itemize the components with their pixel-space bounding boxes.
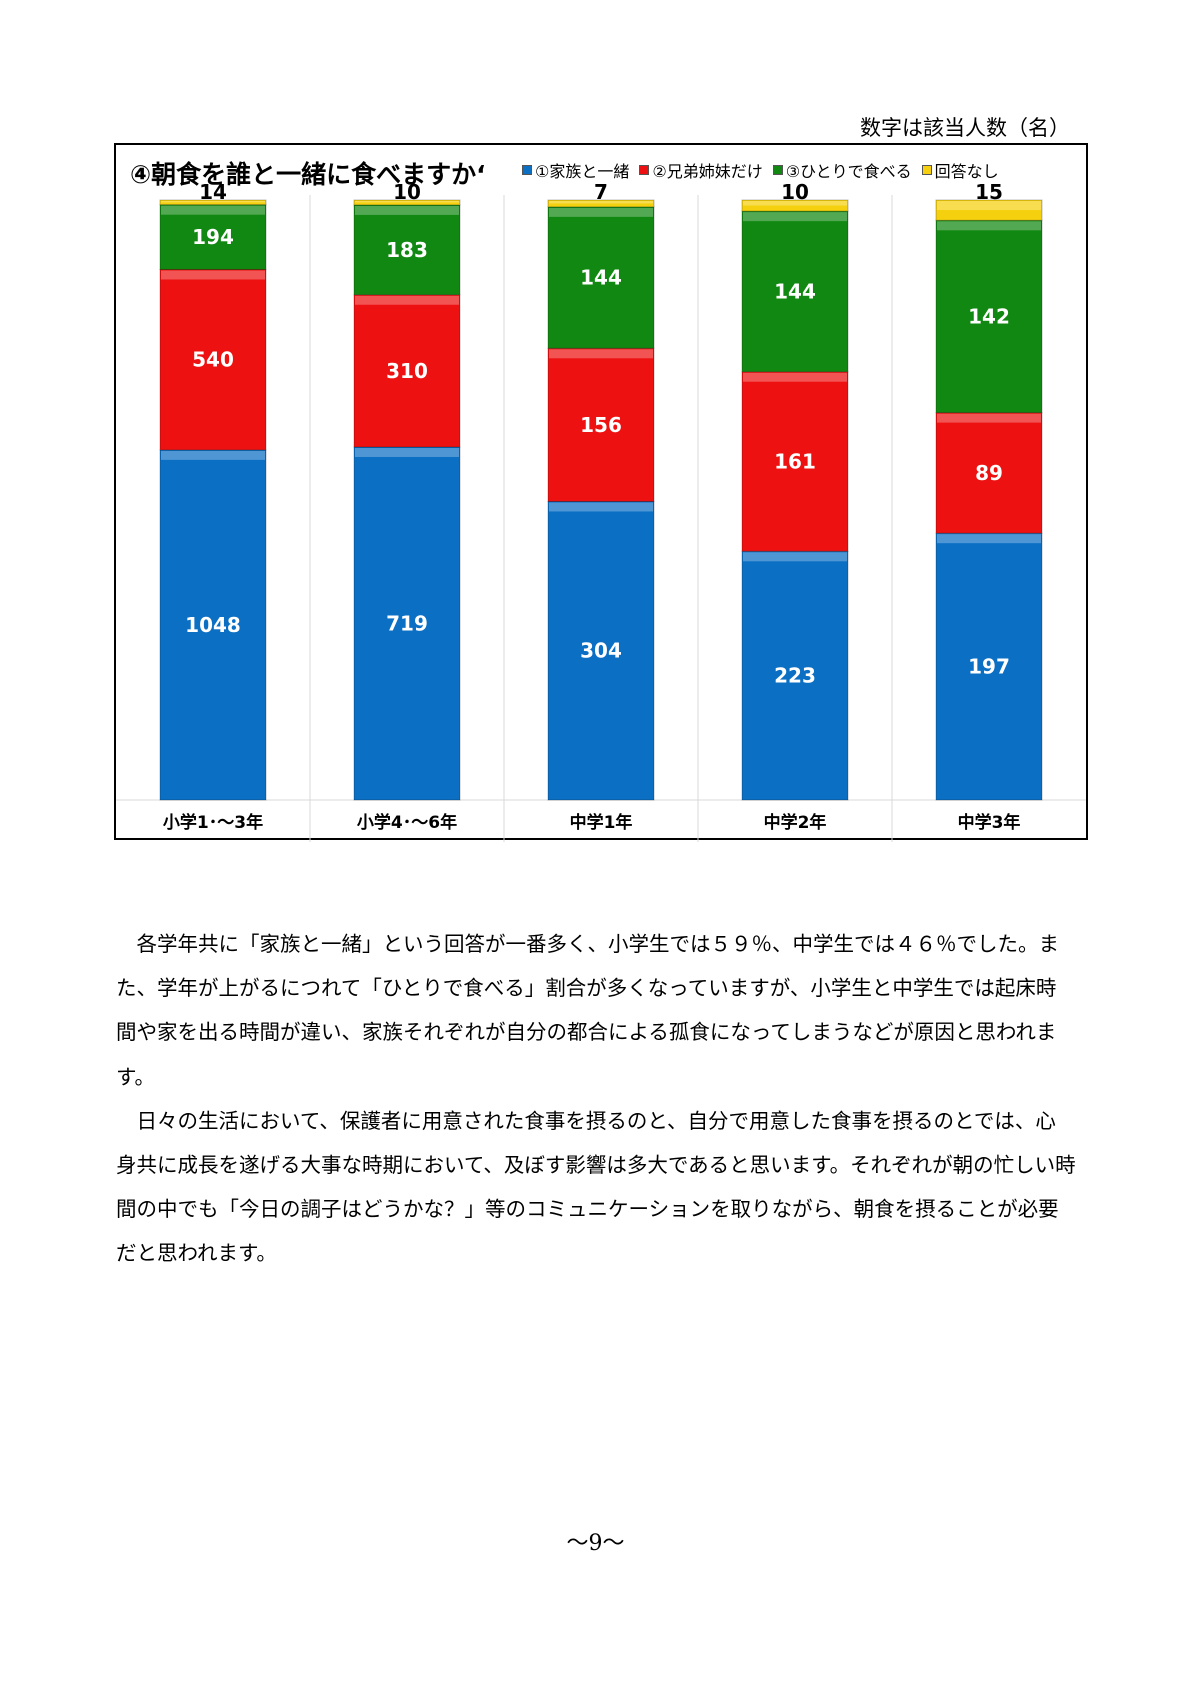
- bar-no-answer-4: [741, 199, 849, 212]
- bar-highlight: [743, 552, 847, 562]
- bar-highlight: [549, 349, 653, 359]
- data-label-alone-5: 142: [968, 304, 1010, 328]
- bar-family-2: [353, 446, 461, 801]
- bar-no-answer-1: [159, 199, 267, 206]
- legend-item-siblings: ②兄弟姉妹だけ: [639, 158, 763, 182]
- data-label-no-answer-2: 10: [393, 180, 421, 204]
- legend-label-siblings: ②兄弟姉妹だけ: [652, 162, 763, 181]
- data-label-family-4: 223: [774, 664, 816, 688]
- bar-highlight: [937, 201, 1041, 210]
- data-label-family-3: 304: [580, 639, 622, 663]
- legend-swatch-no-answer: [921, 165, 932, 175]
- chart-title: ④朝食を誰と一緒に食べますか‘: [130, 160, 486, 189]
- data-label-siblings-4: 161: [774, 450, 816, 474]
- bar-highlight: [937, 413, 1041, 423]
- bar-highlight: [161, 201, 265, 203]
- data-label-alone-3: 144: [580, 266, 622, 290]
- bar-alone-3: [547, 206, 655, 349]
- bar-highlight: [355, 205, 459, 215]
- page-number: ～9～: [566, 1531, 625, 1556]
- bar-family-4: [741, 550, 849, 801]
- legend-label-no-answer: 回答なし: [934, 162, 999, 181]
- body-paragraph-1: 各学年共に「家族と一緒」という回答が一番多く、小学生では５９％、中学生では４６％…: [116, 932, 1059, 1089]
- legend-item-alone: ③ひとりで食べる: [772, 158, 912, 182]
- category-label-1: 小学1･～3年: [163, 812, 263, 833]
- data-label-family-2: 719: [386, 611, 428, 635]
- bar-highlight: [161, 270, 265, 280]
- chart-legend: ①家族と一緒 ②兄弟姉妹だけ ③ひとりで食べる 回答なし: [522, 158, 999, 182]
- data-label-alone-2: 183: [386, 238, 428, 262]
- data-label-alone-4: 144: [774, 279, 816, 303]
- bar-highlight: [161, 450, 265, 460]
- bar-highlight: [355, 201, 459, 203]
- data-label-no-answer-3: 7: [594, 180, 608, 204]
- data-label-no-answer-1: 14: [199, 180, 227, 204]
- legend-swatch-family: [522, 165, 532, 175]
- legend-label-family: ①家族と一緒: [535, 162, 630, 181]
- bar-siblings-4: [741, 371, 849, 552]
- bar-alone-2: [353, 204, 461, 296]
- legend-swatch-siblings: [639, 165, 650, 175]
- bar-family-3: [547, 500, 655, 801]
- data-label-siblings-2: 310: [386, 359, 428, 383]
- bar-highlight: [937, 534, 1041, 544]
- body-paragraph-2: 日々の生活において、保護者に用意された食事を摂るのと、自分で用意した食事を摂るの…: [116, 1108, 1076, 1266]
- bar-highlight: [549, 207, 653, 217]
- legend-item-no-answer: 回答なし: [921, 158, 999, 182]
- data-label-no-answer-4: 10: [781, 180, 809, 204]
- bar-highlight: [355, 447, 459, 457]
- bar-alone-1: [159, 204, 267, 270]
- bar-family-5: [935, 532, 1043, 801]
- bar-highlight: [549, 201, 653, 204]
- bar-highlight: [355, 295, 459, 305]
- legend-swatch-alone: [772, 165, 783, 175]
- data-label-alone-1: 194: [192, 225, 234, 249]
- category-label-3: 中学1年: [570, 812, 633, 833]
- category-label-5: 中学3年: [958, 812, 1021, 833]
- bar-siblings-1: [159, 268, 267, 451]
- bar-highlight: [743, 372, 847, 382]
- bar-siblings-5: [935, 412, 1043, 534]
- bar-highlight: [549, 502, 653, 512]
- bar-no-answer-3: [547, 199, 655, 208]
- data-label-siblings-1: 540: [192, 348, 234, 372]
- bar-no-answer-2: [353, 199, 461, 206]
- bar-alone-4: [741, 210, 849, 373]
- body-text: 各学年共に「家族と一緒」という回答が一番多く、小学生では５９％、中学生では４６％…: [116, 922, 1076, 1276]
- bar-siblings-2: [353, 294, 461, 448]
- legend-item-family: ①家族と一緒: [522, 158, 629, 182]
- legend-label-alone: ③ひとりで食べる: [785, 162, 912, 181]
- category-label-4: 中学2年: [764, 812, 827, 833]
- bar-highlight: [937, 221, 1041, 231]
- bar-highlight: [743, 212, 847, 222]
- data-label-family-5: 197: [968, 655, 1010, 679]
- bar-no-answer-5: [935, 199, 1043, 221]
- bar-highlight: [161, 205, 265, 215]
- data-label-family-1: 1048: [185, 613, 241, 637]
- bar-family-1: [159, 449, 267, 801]
- stacked-bar-chart: 1048 540 194 14 小学1･～3年 719 310 183 10 小学4･～6年 304…: [116, 180, 1086, 842]
- category-label-2: 小学4･～6年: [357, 812, 457, 833]
- bar-alone-5: [935, 219, 1043, 414]
- data-label-no-answer-5: 15: [975, 180, 1003, 204]
- data-label-siblings-5: 89: [975, 461, 1003, 485]
- unit-note: 数字は該当人数（名）: [860, 116, 1070, 140]
- bar-highlight: [743, 201, 847, 206]
- data-label-siblings-3: 156: [580, 413, 622, 437]
